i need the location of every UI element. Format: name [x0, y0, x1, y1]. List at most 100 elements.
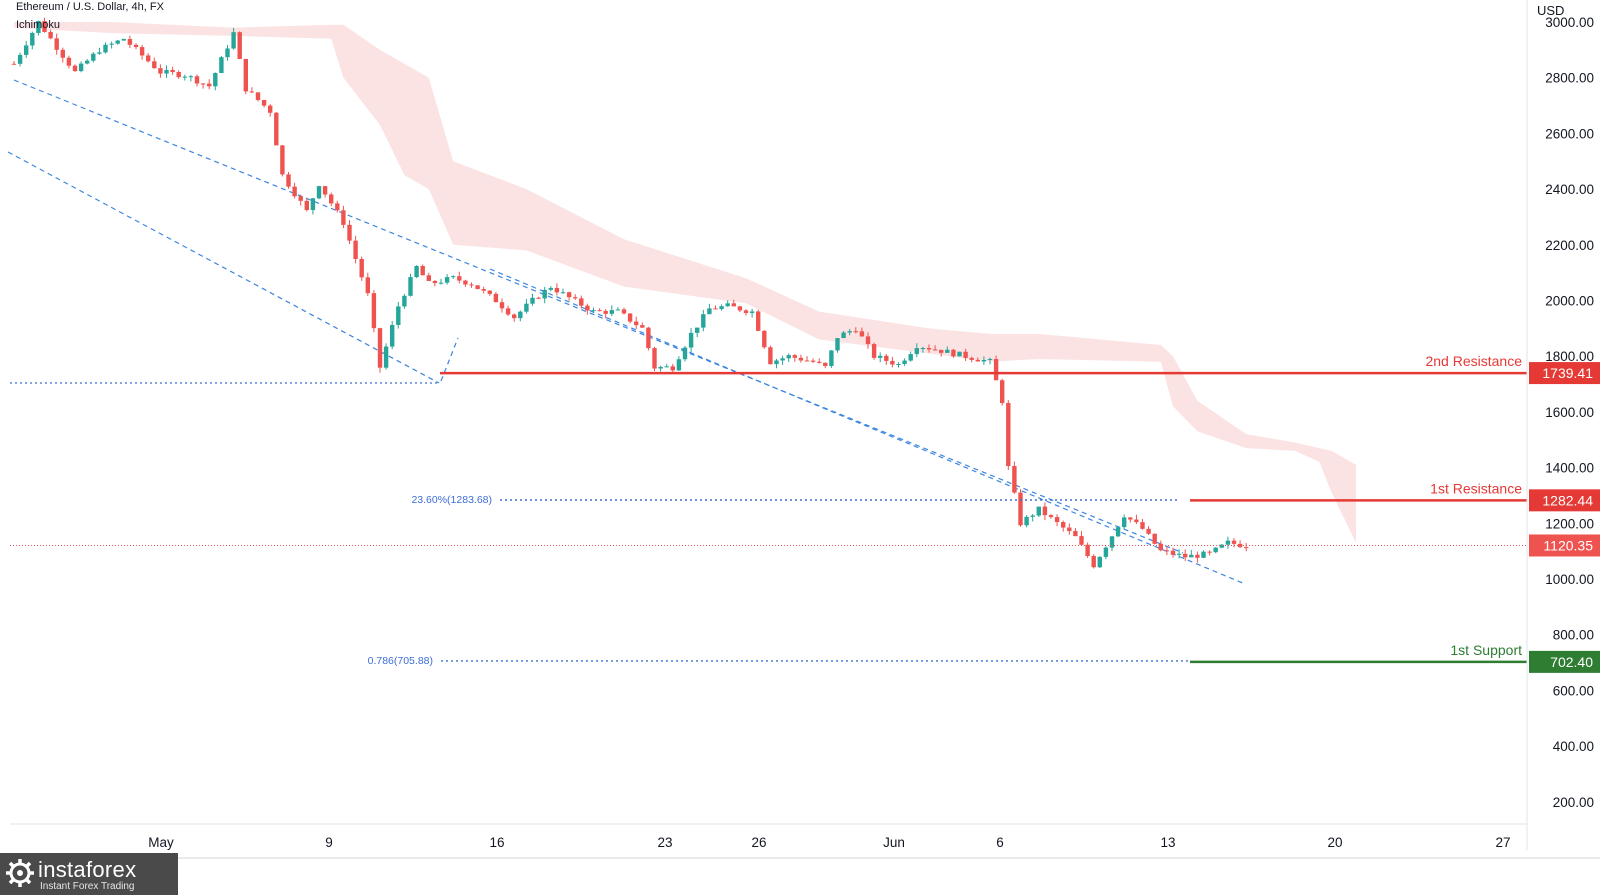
candle: [182, 74, 187, 81]
candle: [774, 358, 779, 369]
candle: [268, 104, 273, 117]
candle: [408, 273, 413, 297]
candle: [1036, 506, 1041, 518]
candle: [54, 33, 59, 55]
candle: [603, 309, 608, 319]
y-tick-label: 200.00: [1553, 795, 1594, 810]
candle: [621, 307, 627, 315]
currency-label: USD: [1537, 3, 1564, 18]
candle: [975, 357, 980, 362]
candle: [518, 310, 523, 322]
candle: [920, 346, 926, 353]
candle: [804, 356, 810, 362]
candle: [865, 332, 871, 349]
candle: [1152, 533, 1157, 545]
candle: [72, 64, 78, 72]
candle: [1054, 514, 1060, 527]
candle: [939, 349, 944, 357]
x-tick-label: 6: [996, 835, 1004, 850]
candle: [566, 291, 572, 301]
candle: [1176, 549, 1182, 559]
candle: [213, 72, 218, 91]
candle: [585, 303, 590, 315]
candle: [817, 358, 822, 364]
candle: [85, 59, 90, 65]
candle: [896, 362, 901, 368]
level-price-tag: [1529, 650, 1600, 673]
candle: [475, 285, 480, 290]
candle: [402, 293, 407, 309]
candle: [530, 293, 535, 306]
chart-symbol-title: Ethereum / U.S. Dollar, 4h, FX: [16, 1, 164, 13]
candle: [78, 61, 84, 73]
candle: [573, 294, 578, 301]
x-tick-label: Jun: [883, 835, 905, 850]
candle: [36, 20, 41, 36]
candle: [444, 274, 450, 285]
candle: [48, 29, 53, 40]
candle: [493, 291, 499, 303]
candle: [554, 283, 560, 296]
candle: [292, 182, 297, 199]
candle: [597, 308, 602, 312]
x-tick-label: 16: [489, 835, 504, 850]
candle: [957, 351, 962, 357]
candle: [133, 43, 139, 50]
candle: [542, 286, 547, 304]
candle: [127, 35, 133, 49]
candle: [170, 66, 175, 75]
candle: [871, 342, 877, 360]
candle: [457, 271, 462, 284]
y-tick-label: 2800.00: [1545, 71, 1594, 86]
candle: [579, 295, 584, 309]
candle: [798, 354, 804, 363]
x-tick-label: 26: [751, 835, 766, 850]
candle: [646, 326, 651, 351]
level-price-text: 702.40: [1550, 654, 1593, 670]
candle: [847, 328, 852, 336]
ichimoku-cloud: [14, 22, 1356, 543]
candle: [743, 309, 749, 316]
candle: [91, 51, 96, 63]
candle: [103, 42, 108, 54]
y-tick-label: 2600.00: [1545, 126, 1594, 141]
candle: [731, 299, 736, 307]
y-tick-label: 2000.00: [1545, 294, 1594, 309]
candle: [1073, 528, 1078, 537]
candle: [524, 298, 529, 314]
trendlines: [7, 79, 1246, 585]
candle: [481, 286, 486, 294]
candle: [426, 272, 431, 282]
candle: [859, 327, 865, 337]
candle: [1146, 526, 1151, 536]
y-tick-label: 400.00: [1553, 739, 1594, 754]
candle: [24, 41, 29, 58]
candle: [365, 272, 370, 296]
candle: [176, 70, 181, 79]
candle: [853, 327, 858, 334]
level-price-tag: [1529, 489, 1600, 512]
candle: [926, 344, 932, 353]
level-label: 1st Support: [1450, 642, 1522, 658]
candle: [878, 352, 883, 363]
candle: [841, 330, 846, 339]
candle: [225, 44, 230, 61]
candle: [66, 55, 72, 69]
trendline-lower: [7, 151, 440, 384]
candle: [1225, 536, 1231, 549]
candle: [371, 289, 377, 333]
candle: [505, 305, 511, 316]
x-tick-label: 27: [1495, 835, 1510, 850]
instaforex-watermark: instaforex Instant Forex Trading: [0, 853, 178, 895]
x-tick-label: 20: [1327, 835, 1342, 850]
candle: [963, 348, 968, 361]
candle: [1048, 514, 1054, 519]
candle: [682, 346, 688, 362]
candle: [243, 58, 248, 95]
candle: [719, 304, 724, 311]
candle: [835, 338, 840, 353]
x-tick-label: 9: [325, 835, 333, 850]
candle: [152, 57, 157, 69]
candle: [695, 327, 700, 338]
